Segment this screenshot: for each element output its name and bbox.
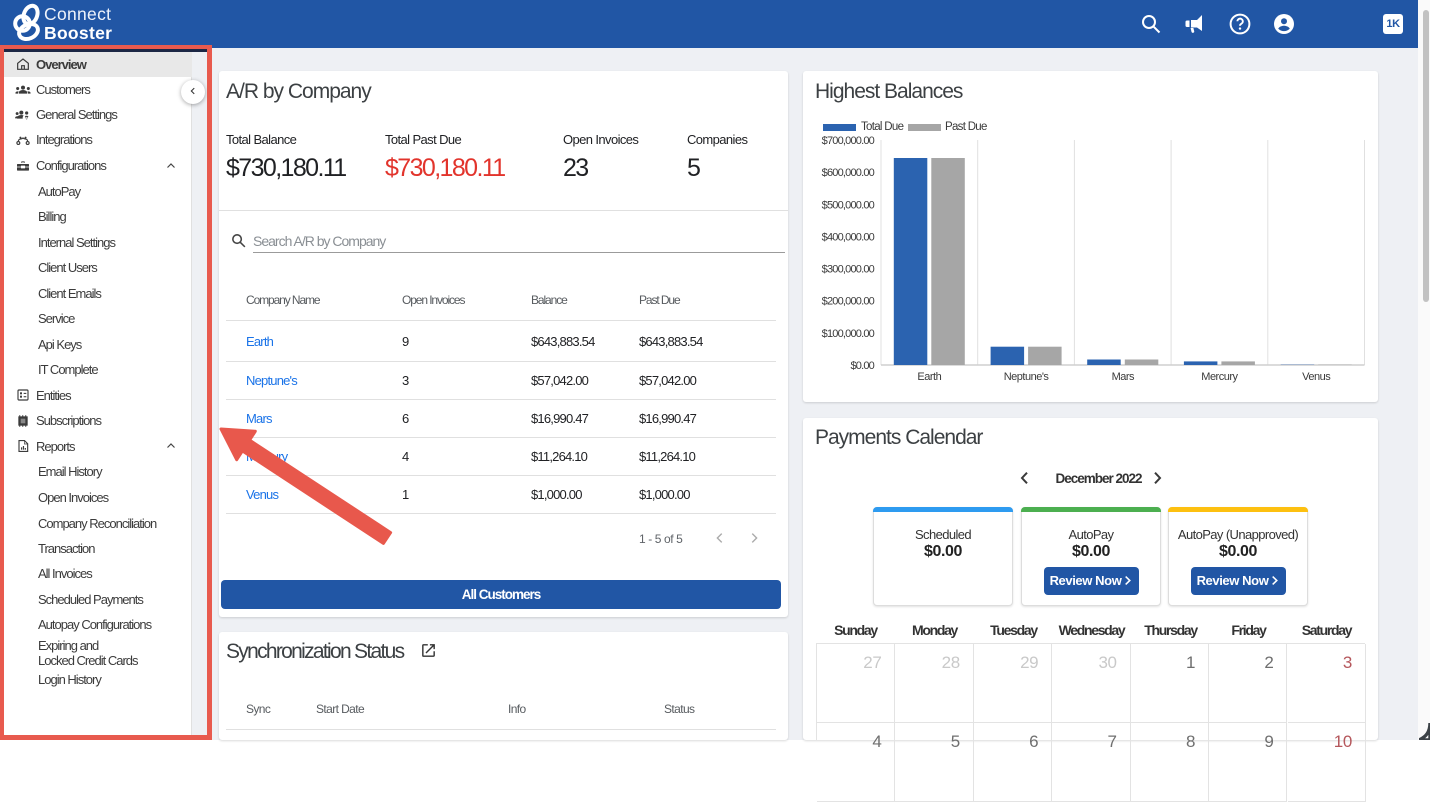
svg-text:$300,000.00: $300,000.00: [822, 264, 875, 276]
svg-text:Venus: Venus: [1302, 371, 1331, 383]
svg-text:$600,000.00: $600,000.00: [822, 167, 875, 179]
svg-text:$0.00: $0.00: [850, 360, 874, 372]
svg-text:$200,000.00: $200,000.00: [822, 296, 875, 308]
svg-text:Mars: Mars: [1112, 371, 1135, 383]
svg-text:$700,000.00: $700,000.00: [822, 135, 875, 147]
svg-text:$100,000.00: $100,000.00: [822, 328, 875, 340]
svg-text:Mercury: Mercury: [1201, 371, 1238, 383]
svg-text:$400,000.00: $400,000.00: [822, 231, 875, 243]
svg-text:Neptune's: Neptune's: [1004, 371, 1050, 383]
svg-text:$500,000.00: $500,000.00: [822, 199, 875, 211]
svg-text:Earth: Earth: [917, 371, 941, 383]
